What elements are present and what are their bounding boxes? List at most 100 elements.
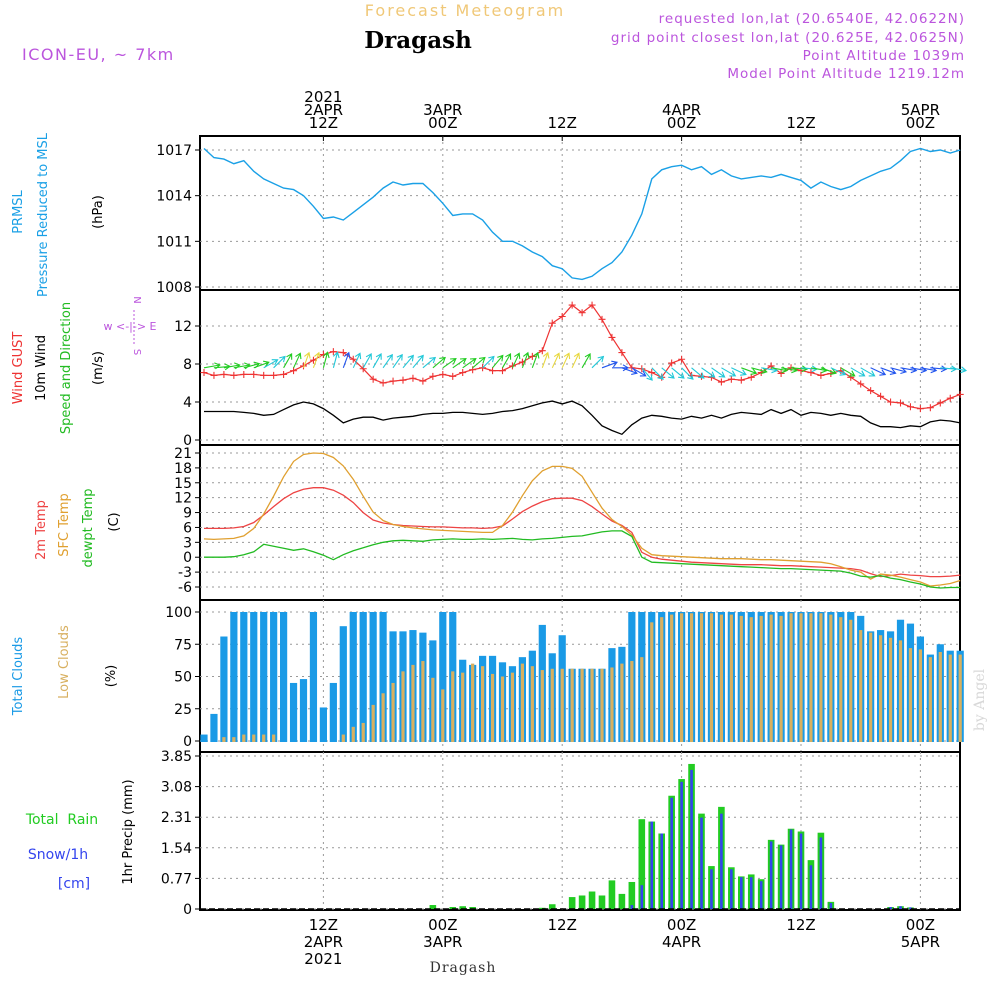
wind-arrow [691, 367, 705, 379]
precip-labels: Total Rain Snow/1h [cm] 1hr Precip (mm) [25, 779, 136, 892]
low-cloud-bar [421, 661, 425, 742]
top-time-label: 00Z [667, 114, 696, 132]
wind-arrow [273, 355, 286, 369]
low-cloud-bar [242, 734, 246, 742]
wind-arrow [412, 354, 424, 369]
wind-arrow [741, 367, 758, 375]
gust-marker [887, 398, 895, 406]
rain-bar [459, 906, 466, 909]
low-cloud-bar [918, 649, 922, 742]
wind-arrow [531, 351, 540, 368]
pressure-labels: PRMSL Pressure Reduced to MSL (hPa) [11, 132, 106, 297]
y-tick-label: 2.31 [161, 810, 192, 826]
wind-arrow [810, 366, 828, 374]
gust-marker [449, 372, 457, 380]
rain-bar [429, 905, 437, 909]
rain-bar [598, 895, 606, 909]
gust-marker [220, 370, 228, 378]
wind-arrow [701, 367, 716, 378]
wind-arrow [571, 352, 581, 369]
wind-arrow [392, 353, 403, 369]
y-tick-label: 0 [183, 433, 192, 449]
panel-frame [199, 444, 961, 601]
wind-arrow [661, 367, 675, 379]
y-tick-label: 75 [174, 637, 192, 653]
watermark: by Angel [972, 668, 988, 731]
wind-arrow [621, 367, 638, 375]
low-cloud-bar [640, 657, 644, 742]
low-cloud-bar [699, 613, 704, 742]
low-cloud-bar [680, 613, 684, 742]
y-tick-label: -3 [178, 565, 192, 581]
low-cloud-bar [749, 617, 753, 742]
rain-bar [588, 891, 596, 909]
low-cloud-bar [879, 635, 883, 742]
low-cloud-bar [789, 613, 793, 742]
low-cloud-bar [520, 663, 524, 742]
wind-arrow [591, 355, 605, 369]
gust-marker [807, 369, 815, 377]
panel-1: 12 8 4 0 [174, 289, 961, 449]
precip-bars [200, 763, 960, 910]
gust-marker [916, 405, 924, 413]
snow-bar [650, 821, 654, 909]
low-cloud-bar [958, 654, 962, 742]
rain-label: Total Rain [25, 812, 98, 828]
gust-marker [598, 315, 606, 323]
wind-arrow [850, 367, 866, 377]
rain-bar [548, 904, 556, 909]
wind-arrow [681, 367, 694, 380]
wind-arrow [612, 364, 630, 372]
low-cloud-bar [381, 693, 385, 742]
temp-2m-line [204, 487, 961, 578]
cloud-bars [200, 612, 964, 742]
low-cloud-bar [859, 630, 863, 742]
top-time-label: 00Z [428, 114, 457, 132]
top-time-label: 4APR [662, 101, 701, 119]
low-cloud-bar [610, 667, 614, 742]
gust-marker [678, 355, 686, 363]
low-cloud-bar [361, 722, 365, 742]
top-time-label: 00Z [906, 114, 935, 132]
wind-arrow [820, 367, 837, 375]
compass-south: S [131, 349, 142, 355]
total-cloud-bar [439, 612, 447, 742]
y-tick-label: 18 [174, 461, 192, 477]
low-cloud-bar [689, 613, 694, 742]
gust-marker [638, 365, 646, 373]
pressure-line [203, 147, 961, 281]
gust-marker [897, 399, 904, 407]
temp-sfc-line [203, 452, 961, 587]
wind-arrow [342, 351, 351, 368]
low-cloud-bar [620, 663, 624, 742]
gust-marker [737, 376, 745, 384]
gust-marker [280, 370, 288, 378]
total-clouds-label: Total Clouds [11, 637, 26, 717]
gust-marker [906, 403, 914, 411]
wind-arrow [332, 351, 340, 368]
gust-marker [857, 380, 865, 388]
total-cloud-bar [359, 612, 367, 742]
bottom-time-label: 00Z [667, 916, 696, 934]
low-cloud-bar [550, 668, 554, 742]
total-cloud-bar [379, 612, 387, 742]
total-cloud-bar [329, 682, 337, 742]
low-cloud-bar [660, 617, 664, 742]
low-cloud-bar [759, 615, 763, 742]
low-cloud-bar [272, 734, 276, 742]
panel-frame [199, 135, 961, 291]
gust-marker [429, 372, 437, 380]
wind-arrow [492, 354, 504, 369]
snow-bar [660, 833, 663, 909]
wind-arrow [721, 367, 737, 377]
top-time-label: 12Z [548, 114, 577, 132]
wind-arrow [840, 367, 856, 377]
y-tick-label: 8 [183, 357, 192, 373]
wind-arrow [362, 352, 372, 369]
y-tick-label: 100 [165, 605, 192, 621]
y-tick-label: 3.08 [161, 780, 192, 796]
wind-arrow [651, 367, 664, 380]
gust-marker [489, 367, 497, 375]
wind-arrow [263, 359, 279, 369]
low-cloud-bar [869, 632, 873, 742]
